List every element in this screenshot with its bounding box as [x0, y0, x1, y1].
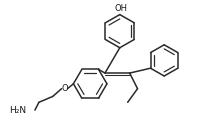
Text: O: O	[61, 84, 68, 93]
Text: H₂N: H₂N	[9, 106, 26, 115]
Text: OH: OH	[114, 4, 127, 13]
